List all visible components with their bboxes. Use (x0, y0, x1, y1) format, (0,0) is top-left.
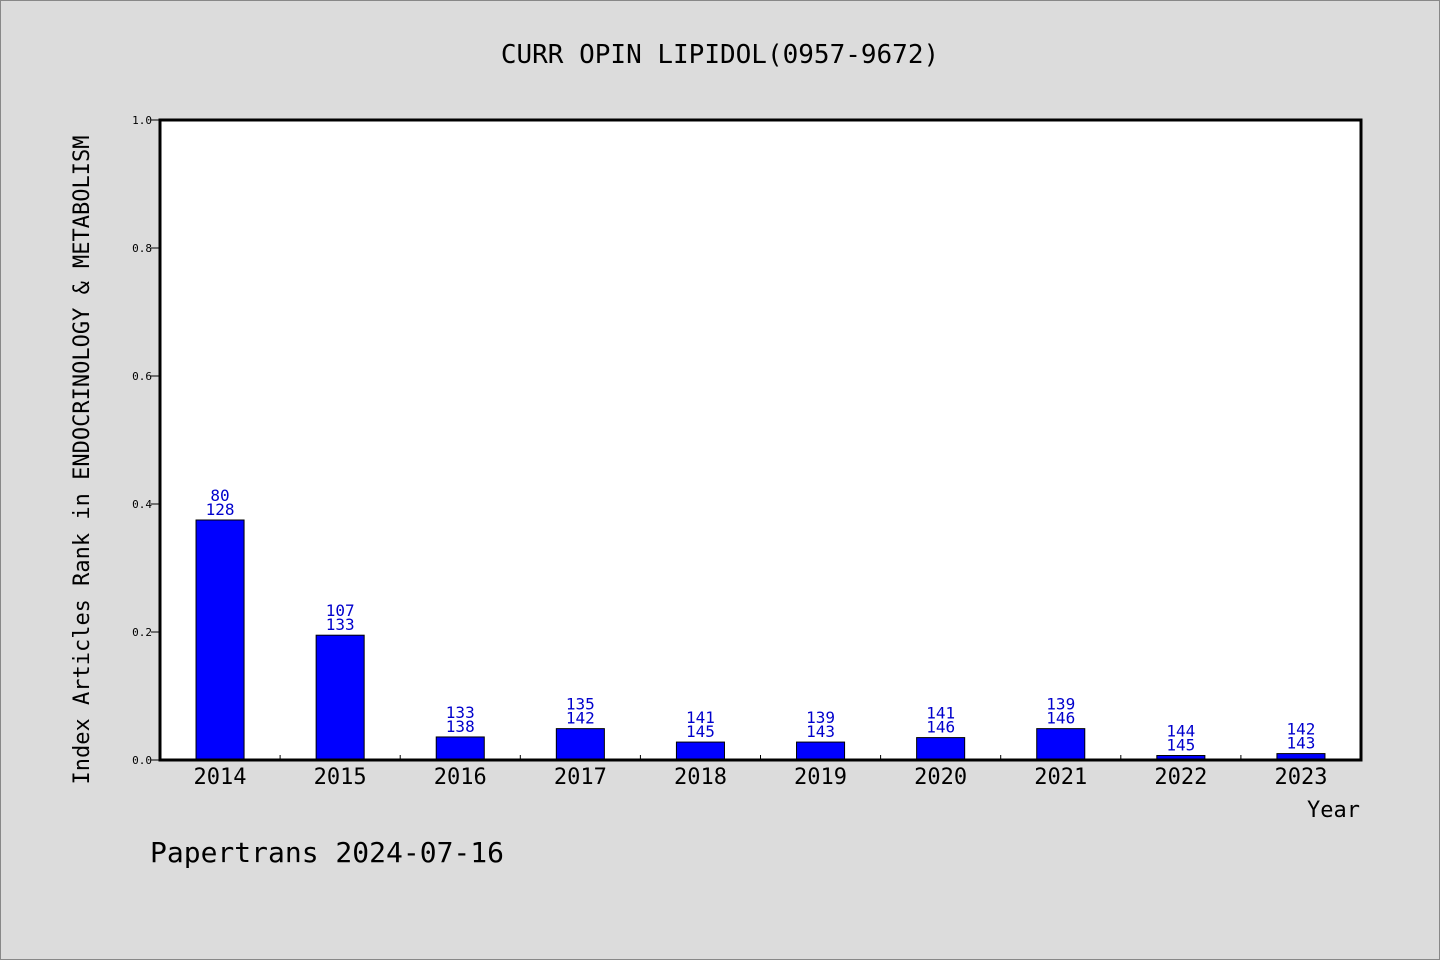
bar-label-top: 141 (926, 704, 955, 723)
bar-label-bottom: 145 (686, 722, 715, 741)
y-axis-label: Index Articles Rank in ENDOCRINOLOGY & M… (70, 135, 95, 784)
bar (435, 736, 485, 761)
bar-label-bottom: 145 (1166, 736, 1195, 755)
bar-label-bottom: 143 (1286, 734, 1315, 753)
bar-label-top: 142 (1286, 720, 1315, 739)
x-tick-label: 2015 (314, 765, 367, 790)
bar (796, 741, 846, 761)
chart-title: CURR OPIN LIPIDOL(0957-9672) (501, 40, 939, 70)
bar (195, 519, 245, 761)
x-axis-label: Year (1307, 798, 1360, 823)
bar-label-top: 139 (806, 708, 835, 727)
bar-label-bottom: 128 (206, 500, 235, 519)
y-tick-label: 1.0 (132, 114, 152, 127)
x-tick-label: 2017 (554, 765, 607, 790)
x-tick-label: 2014 (194, 765, 247, 790)
x-tick-label: 2020 (914, 765, 967, 790)
bar-label-bottom: 146 (1046, 709, 1075, 728)
x-tick-label: 2019 (794, 765, 847, 790)
y-tick-label: 0.6 (132, 370, 152, 383)
x-tick-label: 2022 (1154, 765, 1207, 790)
y-tick-label: 0.2 (132, 626, 152, 639)
x-tick-label: 2016 (434, 765, 487, 790)
bar-label-bottom: 133 (326, 615, 355, 634)
bar-label-bottom: 143 (806, 722, 835, 741)
bar-label-top: 141 (686, 708, 715, 727)
bar-label-bottom: 142 (566, 709, 595, 728)
x-tick-label: 2018 (674, 765, 727, 790)
bar-label-top: 80 (210, 486, 229, 505)
bar (916, 737, 966, 761)
bar-label-bottom: 138 (446, 717, 475, 736)
x-tick-label: 2023 (1274, 765, 1327, 790)
bar (675, 741, 725, 761)
plot-area: 0.00.20.40.60.81.08012820141071332015133… (132, 114, 1363, 790)
y-tick-label: 0.8 (132, 242, 152, 255)
y-tick-label: 0.4 (132, 498, 152, 511)
bar (315, 634, 365, 761)
bar-label-bottom: 146 (926, 718, 955, 737)
y-tick-label: 0.0 (132, 754, 152, 767)
bar-label-top: 144 (1166, 722, 1195, 741)
bar-label-top: 107 (326, 601, 355, 620)
x-tick-label: 2021 (1034, 765, 1087, 790)
bar-label-top: 135 (566, 695, 595, 714)
bar-label-top: 139 (1046, 695, 1075, 714)
bar (555, 728, 605, 761)
plot-border (158, 118, 1363, 762)
footer-text: Papertrans 2024-07-16 (150, 836, 504, 869)
bar (1036, 728, 1086, 761)
bar-label-top: 133 (446, 703, 475, 722)
